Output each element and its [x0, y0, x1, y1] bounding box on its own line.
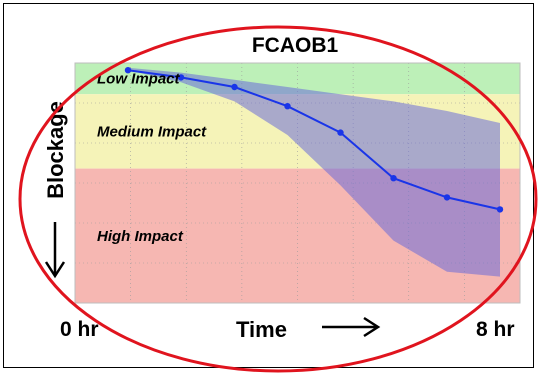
data-point [390, 175, 397, 182]
data-point [231, 83, 238, 91]
band-label-medium-impact: Medium Impact [97, 123, 207, 140]
figure-border [3, 3, 534, 368]
series-line [127, 69, 501, 211]
data-point [443, 194, 451, 201]
highlight-ellipse [18, 25, 538, 373]
x-tick-label-0: 0 hr [60, 318, 99, 341]
y-axis-label: Blockage [43, 101, 68, 199]
chart-title: FCAOB1 [252, 34, 339, 57]
band-label-low-impact: Low Impact [97, 71, 181, 88]
data-point [337, 129, 344, 136]
range-band [128, 67, 500, 277]
right-arrow-icon [322, 316, 381, 338]
band-label-high-impact: High Impact [97, 228, 184, 245]
data-point [284, 103, 291, 110]
plot-area-border [74, 62, 521, 304]
x-axis-label: Time [236, 317, 287, 342]
down-arrow-icon [44, 222, 66, 279]
x-tick-label-1: 8 hr [476, 318, 515, 341]
data-point [177, 74, 185, 81]
data-point [124, 67, 132, 74]
data-point [496, 206, 504, 213]
